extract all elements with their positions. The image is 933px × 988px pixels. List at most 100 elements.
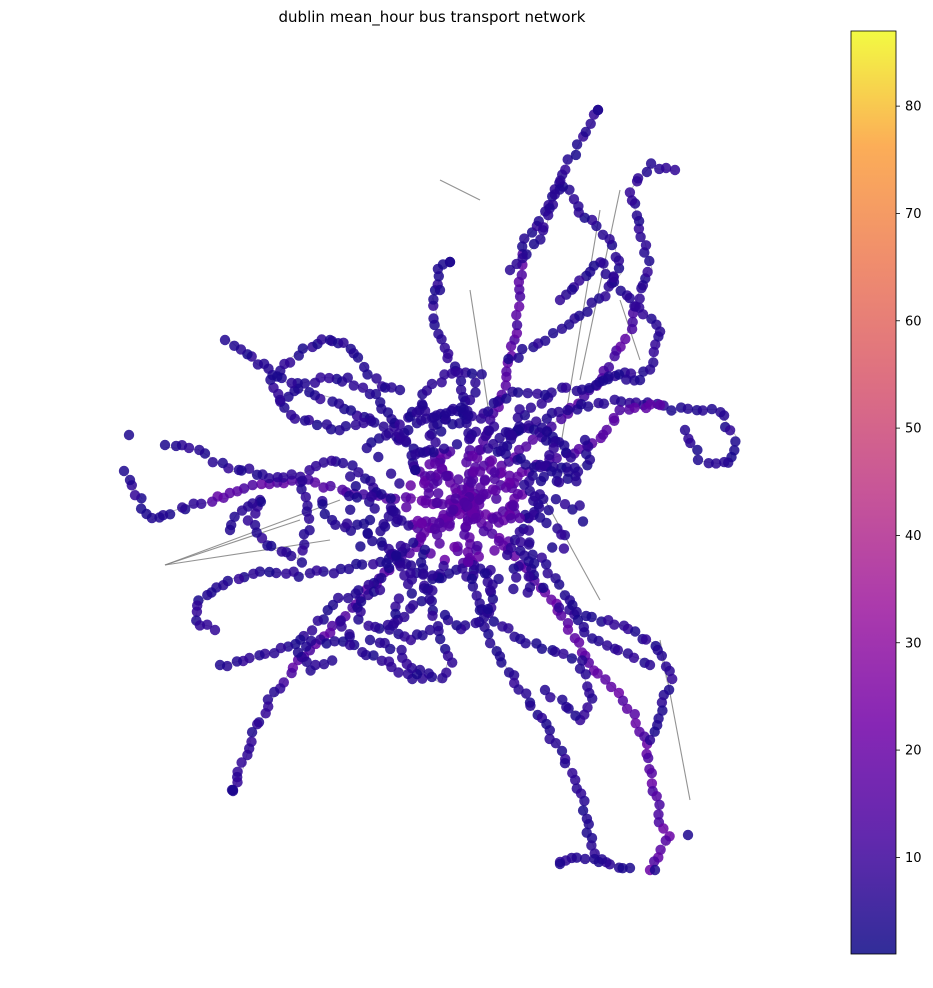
network-node	[517, 343, 528, 355]
network-node	[375, 397, 386, 408]
network-node	[124, 474, 136, 486]
network-node	[566, 653, 578, 664]
network-node	[649, 856, 660, 867]
network-node	[405, 568, 416, 579]
network-node	[427, 585, 438, 596]
network-node	[513, 684, 524, 695]
network-node	[395, 561, 406, 572]
network-node	[582, 306, 593, 317]
network-node	[426, 378, 438, 390]
network-node	[361, 442, 372, 454]
network-node	[479, 474, 491, 485]
network-node	[416, 596, 427, 607]
network-node	[634, 293, 645, 304]
network-node	[439, 609, 451, 621]
network-node	[455, 384, 467, 396]
network-node	[418, 568, 429, 579]
network-node	[550, 738, 561, 749]
network-node	[615, 341, 626, 352]
network-node	[191, 606, 203, 617]
network-node	[323, 372, 335, 384]
network-node	[554, 294, 566, 306]
network-node	[344, 490, 355, 502]
network-node	[410, 464, 421, 476]
network-node	[525, 700, 536, 711]
network-node	[424, 624, 436, 636]
network-node	[484, 638, 496, 649]
network-node	[514, 421, 525, 432]
network-node	[519, 479, 530, 490]
network-node	[571, 606, 582, 618]
network-node	[500, 482, 512, 493]
network-node	[434, 284, 446, 296]
network-node	[364, 388, 376, 400]
network-node	[516, 269, 527, 281]
network-node	[600, 291, 611, 302]
network-node	[536, 422, 548, 433]
network-node	[508, 583, 519, 595]
network-node	[300, 491, 311, 503]
network-node	[571, 476, 582, 487]
network-node	[657, 705, 668, 716]
network-node	[334, 425, 345, 436]
network-node	[385, 493, 396, 504]
network-node	[553, 406, 564, 418]
network-node	[207, 496, 218, 507]
network-node	[624, 187, 636, 198]
network-node	[628, 652, 640, 663]
network-node	[368, 650, 379, 661]
network-node	[506, 430, 517, 441]
network-node	[342, 592, 354, 604]
network-node	[410, 449, 421, 460]
network-node	[316, 334, 327, 345]
network-node	[478, 526, 489, 537]
network-node	[572, 614, 584, 626]
network-node	[284, 357, 296, 368]
network-node	[604, 859, 615, 870]
network-node	[343, 563, 355, 575]
network-node	[537, 225, 549, 236]
network-node	[255, 496, 267, 507]
network-node	[617, 863, 628, 874]
network-node	[603, 371, 614, 382]
network-node	[542, 568, 553, 579]
network-node	[555, 175, 566, 186]
network-node	[586, 611, 597, 623]
network-node	[434, 538, 445, 549]
network-node	[562, 404, 573, 416]
network-edge	[544, 499, 601, 601]
network-node	[474, 494, 485, 505]
network-node	[470, 387, 481, 398]
network-node	[464, 434, 475, 445]
network-node	[286, 667, 297, 679]
network-node	[557, 694, 568, 705]
network-node	[679, 424, 691, 436]
network-node	[202, 619, 213, 630]
network-node	[460, 521, 472, 532]
network-node	[219, 334, 231, 346]
network-node	[562, 154, 573, 165]
network-node	[378, 421, 389, 432]
network-node	[242, 515, 254, 526]
network-node	[508, 563, 519, 574]
network-node	[394, 384, 406, 396]
network-node	[226, 784, 238, 796]
network-node	[527, 434, 538, 445]
network-node	[648, 357, 659, 368]
network-node	[529, 491, 540, 502]
network-node	[338, 337, 349, 348]
network-node	[535, 462, 546, 473]
network-node	[438, 560, 449, 572]
network-node	[608, 412, 619, 424]
network-node	[613, 263, 625, 274]
network-node	[635, 231, 646, 243]
network-node	[596, 854, 608, 865]
network-node	[292, 647, 304, 658]
network-node	[579, 434, 591, 446]
network-node	[457, 563, 468, 574]
network-node	[600, 674, 611, 685]
network-node	[658, 823, 669, 834]
network-node	[692, 454, 704, 466]
network-node	[418, 583, 430, 594]
network-node	[551, 468, 563, 479]
